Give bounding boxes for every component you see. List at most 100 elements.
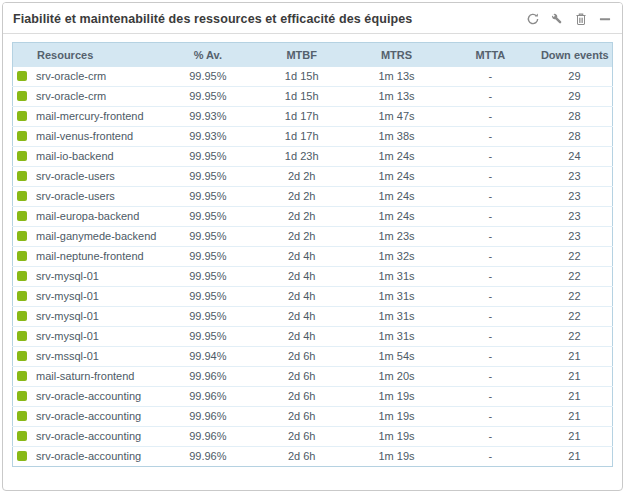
- table-row[interactable]: mail-europa-backend 99.95% 2d 2h 1m 24s …: [13, 207, 613, 227]
- table-row[interactable]: srv-oracle-accounting 99.96% 2d 6h 1m 19…: [13, 407, 613, 427]
- mtrs-value: 1m 24s: [349, 167, 444, 187]
- resource-name[interactable]: mail-venus-frontend: [36, 130, 133, 142]
- mtta-value: -: [444, 447, 537, 467]
- resource-name[interactable]: mail-neptune-frontend: [36, 250, 144, 262]
- availability-value: 99.95%: [161, 207, 254, 227]
- mtrs-value: 1m 20s: [349, 367, 444, 387]
- status-ok-icon: [17, 211, 27, 221]
- resource-name[interactable]: srv-oracle-accounting: [36, 390, 141, 402]
- column-header-down-events[interactable]: Down events: [537, 43, 613, 68]
- resource-name[interactable]: srv-oracle-users: [36, 170, 115, 182]
- table-row[interactable]: mail-io-backend 99.95% 1d 23h 1m 24s - 2…: [13, 147, 613, 167]
- resource-name[interactable]: srv-oracle-users: [36, 190, 115, 202]
- status-ok-icon: [17, 331, 27, 341]
- status-ok-icon: [17, 311, 27, 321]
- mtbf-value: 2d 6h: [254, 447, 349, 467]
- resource-name[interactable]: mail-ganymede-backend: [36, 230, 156, 242]
- status-ok-icon: [17, 391, 27, 401]
- table-row[interactable]: mail-mercury-frontend 99.93% 1d 17h 1m 4…: [13, 107, 613, 127]
- mtrs-value: 1m 31s: [349, 287, 444, 307]
- table-row[interactable]: mail-venus-frontend 99.93% 1d 17h 1m 38s…: [13, 127, 613, 147]
- mtbf-value: 1d 15h: [254, 87, 349, 107]
- down-events-value: 28: [537, 127, 613, 147]
- status-ok-icon: [17, 351, 27, 361]
- resource-name[interactable]: srv-oracle-crm: [36, 70, 106, 82]
- table-row[interactable]: mail-saturn-frontend 99.96% 2d 6h 1m 20s…: [13, 367, 613, 387]
- table-row[interactable]: srv-oracle-users 99.95% 2d 2h 1m 24s - 2…: [13, 187, 613, 207]
- trash-icon[interactable]: [573, 11, 588, 26]
- column-header-availability[interactable]: % Av.: [161, 43, 254, 68]
- mtta-value: -: [444, 247, 537, 267]
- resource-name[interactable]: mail-io-backend: [36, 150, 114, 162]
- availability-value: 99.95%: [161, 287, 254, 307]
- down-events-value: 23: [537, 187, 613, 207]
- status-ok-icon: [17, 71, 27, 81]
- status-ok-icon: [17, 131, 27, 141]
- resource-name[interactable]: srv-mysql-01: [36, 310, 99, 322]
- mtta-value: -: [444, 87, 537, 107]
- availability-value: 99.93%: [161, 127, 254, 147]
- availability-value: 99.96%: [161, 367, 254, 387]
- collapse-icon[interactable]: [597, 11, 612, 26]
- mtta-value: -: [444, 427, 537, 447]
- mtbf-value: 2d 6h: [254, 427, 349, 447]
- resource-name[interactable]: mail-saturn-frontend: [36, 370, 134, 382]
- availability-value: 99.96%: [161, 407, 254, 427]
- mtrs-value: 1m 13s: [349, 87, 444, 107]
- down-events-value: 23: [537, 207, 613, 227]
- column-header-resources[interactable]: Resources: [13, 43, 162, 68]
- resource-name[interactable]: srv-mssql-01: [36, 350, 99, 362]
- column-header-mtbf[interactable]: MTBF: [254, 43, 349, 68]
- resource-name[interactable]: srv-mysql-01: [36, 290, 99, 302]
- mtbf-value: 2d 4h: [254, 307, 349, 327]
- column-header-mtta[interactable]: MTTA: [444, 43, 537, 68]
- mtbf-value: 2d 2h: [254, 187, 349, 207]
- mtrs-value: 1m 19s: [349, 427, 444, 447]
- table-header-row: Resources % Av. MTBF MTRS MTTA Down even…: [13, 43, 613, 68]
- status-ok-icon: [17, 91, 27, 101]
- column-header-mtrs[interactable]: MTRS: [349, 43, 444, 68]
- table-row[interactable]: srv-oracle-accounting 99.96% 2d 6h 1m 19…: [13, 387, 613, 407]
- resource-name[interactable]: srv-oracle-crm: [36, 90, 106, 102]
- resource-name[interactable]: srv-oracle-accounting: [36, 430, 141, 442]
- mtbf-value: 2d 2h: [254, 207, 349, 227]
- mtta-value: -: [444, 227, 537, 247]
- table-row[interactable]: srv-oracle-crm 99.95% 1d 15h 1m 13s - 29: [13, 87, 613, 107]
- availability-value: 99.95%: [161, 67, 254, 87]
- down-events-value: 22: [537, 287, 613, 307]
- availability-value: 99.95%: [161, 167, 254, 187]
- table-row[interactable]: mail-ganymede-backend 99.95% 2d 2h 1m 23…: [13, 227, 613, 247]
- table-row[interactable]: srv-oracle-users 99.95% 2d 2h 1m 24s - 2…: [13, 167, 613, 187]
- resource-name[interactable]: srv-oracle-accounting: [36, 450, 141, 462]
- resource-name[interactable]: mail-europa-backend: [36, 210, 139, 222]
- table-row[interactable]: mail-neptune-frontend 99.95% 2d 4h 1m 32…: [13, 247, 613, 267]
- down-events-value: 22: [537, 247, 613, 267]
- mtta-value: -: [444, 127, 537, 147]
- table-row[interactable]: srv-mysql-01 99.95% 2d 4h 1m 31s - 22: [13, 267, 613, 287]
- table-row[interactable]: srv-oracle-crm 99.95% 1d 15h 1m 13s - 29: [13, 67, 613, 87]
- table-row[interactable]: srv-mssql-01 99.94% 2d 6h 1m 54s - 21: [13, 347, 613, 367]
- mtbf-value: 2d 4h: [254, 267, 349, 287]
- resource-name[interactable]: srv-oracle-accounting: [36, 410, 141, 422]
- widget-title-bar: Fiabilité et maintenabilité des ressourc…: [3, 3, 622, 34]
- resource-name[interactable]: srv-mysql-01: [36, 270, 99, 282]
- status-ok-icon: [17, 411, 27, 421]
- widget-toolbar: [525, 11, 612, 26]
- status-ok-icon: [17, 231, 27, 241]
- table-row[interactable]: srv-mysql-01 99.95% 2d 4h 1m 31s - 22: [13, 307, 613, 327]
- table-row[interactable]: srv-mysql-01 99.95% 2d 4h 1m 31s - 22: [13, 287, 613, 307]
- mtrs-value: 1m 31s: [349, 267, 444, 287]
- wrench-icon[interactable]: [549, 11, 564, 26]
- resource-table-body: srv-oracle-crm 99.95% 1d 15h 1m 13s - 29…: [13, 67, 613, 467]
- availability-value: 99.95%: [161, 327, 254, 347]
- resource-name[interactable]: mail-mercury-frontend: [36, 110, 144, 122]
- table-row[interactable]: srv-oracle-accounting 99.96% 2d 6h 1m 19…: [13, 427, 613, 447]
- table-row[interactable]: srv-oracle-accounting 99.96% 2d 6h 1m 19…: [13, 447, 613, 467]
- refresh-icon[interactable]: [525, 11, 540, 26]
- down-events-value: 29: [537, 87, 613, 107]
- mtta-value: -: [444, 367, 537, 387]
- availability-value: 99.95%: [161, 147, 254, 167]
- table-row[interactable]: srv-mysql-01 99.95% 2d 4h 1m 31s - 22: [13, 327, 613, 347]
- mtbf-value: 2d 6h: [254, 347, 349, 367]
- resource-name[interactable]: srv-mysql-01: [36, 330, 99, 342]
